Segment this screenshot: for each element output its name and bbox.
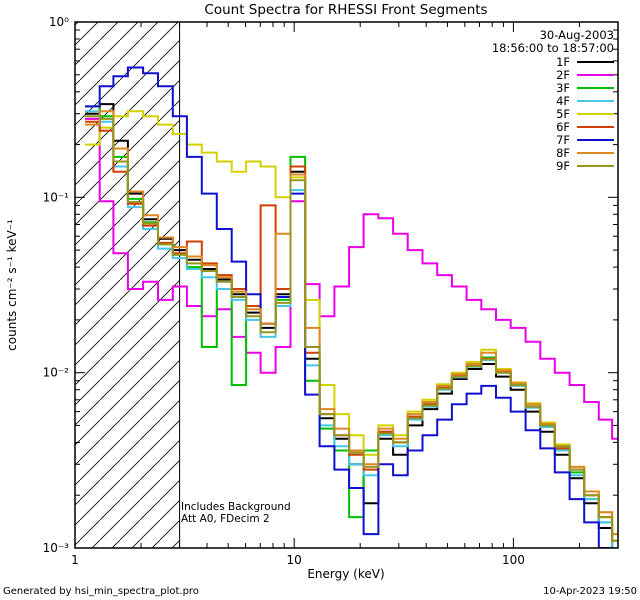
note-attenuator-decimation: Att A0, FDecim 2 bbox=[181, 513, 270, 525]
series-line-9F bbox=[85, 115, 618, 542]
series-line-5F bbox=[85, 110, 618, 536]
legend-label-7F: 7F bbox=[556, 133, 570, 147]
observation-date: 30-Aug-2003 bbox=[540, 28, 614, 42]
x-tick-label: 100 bbox=[502, 553, 525, 567]
x-tick-label: 10 bbox=[287, 553, 302, 567]
plot-border bbox=[74, 21, 619, 549]
series-line-4F bbox=[85, 110, 618, 548]
x-tick-label: 1 bbox=[71, 553, 79, 567]
legend-label-8F: 8F bbox=[556, 146, 570, 160]
footer-plot-timestamp: 10-Apr-2023 19:50 bbox=[543, 586, 637, 597]
legend-label-6F: 6F bbox=[556, 120, 570, 134]
y-tick-label: 10⁻³ bbox=[43, 541, 70, 555]
legend-label-3F: 3F bbox=[556, 81, 570, 95]
x-axis-title: Energy (keV) bbox=[307, 567, 384, 581]
series-lines-group bbox=[85, 66, 618, 548]
legend-label-5F: 5F bbox=[556, 107, 570, 121]
series-line-2F bbox=[85, 117, 618, 440]
legend-label-2F: 2F bbox=[556, 68, 570, 82]
y-tick-label: 10⁰ bbox=[49, 15, 69, 29]
footer-generator: Generated by hsi_min_spectra_plot.pro bbox=[3, 586, 199, 597]
chart-title: Count Spectra for RHESSI Front Segments bbox=[204, 2, 487, 18]
series-line-8F bbox=[85, 110, 618, 536]
note-includes-background: Includes Background bbox=[181, 501, 291, 513]
legend-label-4F: 4F bbox=[556, 94, 570, 108]
y-axis-title: counts cm⁻² s⁻¹ keV⁻¹ bbox=[5, 219, 19, 351]
axes-ticks-group: 1 10 100 10⁻³ 10⁻² 10⁻¹ 10⁰ bbox=[43, 15, 619, 567]
legend-label-1F: 1F bbox=[556, 55, 570, 69]
y-tick-label: 10⁻¹ bbox=[43, 190, 70, 204]
series-line-7F bbox=[85, 66, 614, 548]
y-tick-label: 10⁻² bbox=[43, 366, 70, 380]
legend-label-9F: 9F bbox=[556, 159, 570, 173]
observation-time-range: 18:56:00 to 18:57:00 bbox=[492, 41, 614, 55]
